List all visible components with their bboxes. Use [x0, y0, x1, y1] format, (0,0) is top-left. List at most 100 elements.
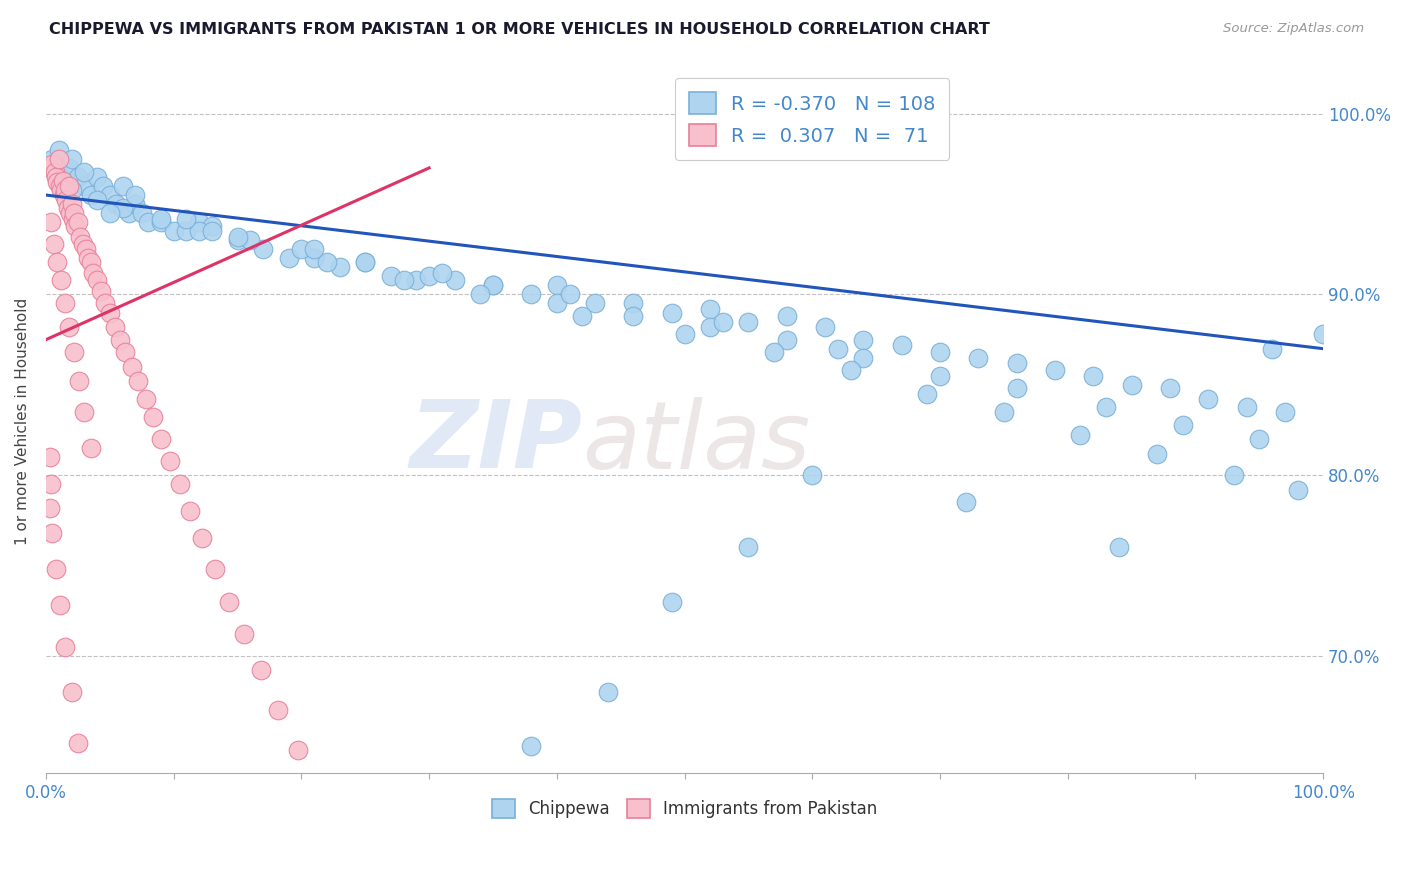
- Point: [93, 296, 115, 310]
- Point: [1005, 381, 1028, 395]
- Point: [60, 197, 83, 211]
- Point: [1236, 400, 1258, 414]
- Point: [546, 278, 568, 293]
- Point: [163, 224, 186, 238]
- Point: [699, 320, 721, 334]
- Point: [124, 197, 146, 211]
- Point: [839, 363, 862, 377]
- Point: [1274, 405, 1296, 419]
- Point: [53, 640, 76, 654]
- Point: [1095, 400, 1118, 414]
- Point: [218, 595, 240, 609]
- Point: [41, 157, 63, 171]
- Point: [38, 161, 60, 175]
- Point: [52, 188, 75, 202]
- Point: [98, 206, 121, 220]
- Point: [60, 152, 83, 166]
- Point: [83, 847, 105, 862]
- Point: [852, 351, 875, 365]
- Point: [108, 333, 131, 347]
- Point: [53, 183, 76, 197]
- Point: [58, 320, 80, 334]
- Point: [159, 454, 181, 468]
- Point: [131, 206, 153, 220]
- Point: [776, 333, 799, 347]
- Point: [290, 242, 312, 256]
- Point: [179, 504, 201, 518]
- Point: [53, 296, 76, 310]
- Point: [65, 219, 87, 233]
- Point: [79, 255, 101, 269]
- Point: [915, 387, 938, 401]
- Point: [204, 562, 226, 576]
- Point: [226, 233, 249, 247]
- Point: [302, 252, 325, 266]
- Point: [66, 736, 89, 750]
- Point: [75, 789, 97, 804]
- Text: atlas: atlas: [582, 397, 811, 488]
- Point: [73, 179, 96, 194]
- Point: [307, 784, 329, 798]
- Point: [661, 595, 683, 609]
- Point: [90, 284, 112, 298]
- Point: [67, 374, 90, 388]
- Point: [699, 301, 721, 316]
- Point: [82, 266, 104, 280]
- Point: [1146, 446, 1168, 460]
- Point: [51, 183, 73, 197]
- Point: [127, 374, 149, 388]
- Point: [623, 296, 645, 310]
- Point: [56, 201, 79, 215]
- Point: [41, 152, 63, 166]
- Point: [48, 152, 70, 166]
- Point: [105, 197, 128, 211]
- Point: [176, 211, 198, 226]
- Point: [302, 242, 325, 256]
- Point: [623, 309, 645, 323]
- Point: [232, 627, 254, 641]
- Point: [191, 532, 214, 546]
- Point: [176, 224, 198, 238]
- Point: [188, 215, 211, 229]
- Point: [73, 405, 96, 419]
- Point: [51, 169, 73, 184]
- Point: [38, 450, 60, 464]
- Point: [583, 296, 606, 310]
- Point: [776, 309, 799, 323]
- Point: [967, 351, 990, 365]
- Point: [86, 194, 108, 208]
- Point: [69, 229, 91, 244]
- Point: [63, 206, 86, 220]
- Point: [46, 175, 69, 189]
- Point: [249, 664, 271, 678]
- Point: [86, 169, 108, 184]
- Point: [596, 685, 619, 699]
- Point: [45, 562, 67, 576]
- Point: [929, 345, 952, 359]
- Point: [136, 215, 159, 229]
- Point: [1159, 381, 1181, 395]
- Point: [201, 219, 224, 233]
- Point: [929, 368, 952, 383]
- Point: [546, 296, 568, 310]
- Point: [93, 179, 115, 194]
- Point: [49, 179, 72, 194]
- Point: [239, 233, 262, 247]
- Point: [316, 255, 339, 269]
- Point: [354, 255, 377, 269]
- Point: [890, 338, 912, 352]
- Text: Source: ZipAtlas.com: Source: ZipAtlas.com: [1223, 22, 1364, 36]
- Point: [75, 242, 97, 256]
- Point: [79, 188, 101, 202]
- Point: [41, 526, 63, 541]
- Point: [418, 269, 440, 284]
- Point: [380, 269, 402, 284]
- Point: [59, 206, 82, 220]
- Point: [737, 314, 759, 328]
- Point: [329, 260, 352, 275]
- Point: [66, 215, 89, 229]
- Point: [62, 211, 84, 226]
- Point: [86, 273, 108, 287]
- Point: [1249, 432, 1271, 446]
- Point: [267, 703, 290, 717]
